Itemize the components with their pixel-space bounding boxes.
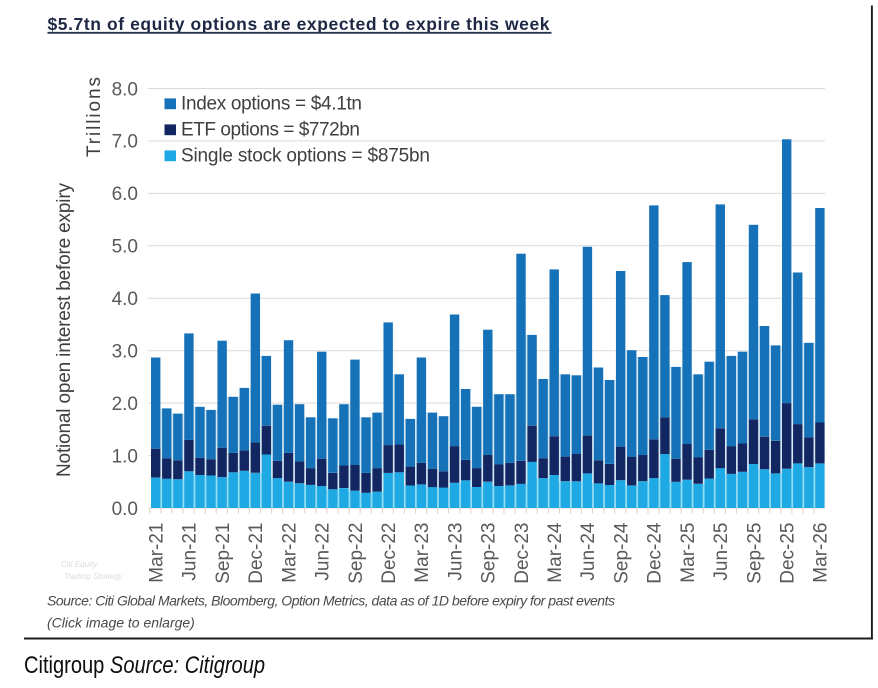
svg-text:Sep-25: Sep-25	[744, 523, 765, 584]
svg-text:Index options = $4.1tn: Index options = $4.1tn	[181, 93, 362, 114]
svg-text:Citi Equity: Citi Equity	[61, 560, 98, 569]
svg-text:Mar-24: Mar-24	[545, 522, 566, 583]
svg-text:Mar-23: Mar-23	[412, 523, 433, 583]
svg-text:Notional open interest before: Notional open interest before expiry	[54, 183, 75, 478]
svg-text:Mar-22: Mar-22	[279, 523, 300, 583]
svg-text:1.0: 1.0	[112, 446, 138, 467]
svg-text:3.0: 3.0	[112, 342, 138, 363]
svg-text:Jun-22: Jun-22	[313, 523, 334, 581]
svg-text:Sep-23: Sep-23	[479, 523, 500, 584]
svg-text:4.0: 4.0	[112, 289, 138, 310]
svg-text:Dec-21: Dec-21	[246, 523, 267, 584]
svg-text:$5.7tn of equity options are e: $5.7tn of equity options are expected to…	[48, 14, 550, 34]
svg-text:5.0: 5.0	[112, 237, 138, 258]
svg-text:Jun-21: Jun-21	[180, 523, 201, 581]
svg-text:Mar-26: Mar-26	[811, 523, 832, 583]
svg-text:ETF options = $772bn: ETF options = $772bn	[181, 119, 360, 140]
svg-text:Trillions: Trillions	[84, 77, 105, 157]
svg-text:Dec-22: Dec-22	[379, 523, 400, 584]
svg-text:7.0: 7.0	[112, 132, 138, 153]
svg-text:Jun-25: Jun-25	[711, 523, 732, 581]
svg-text:Dec-25: Dec-25	[778, 523, 799, 584]
svg-text:Citigroup Source: Citigroup: Citigroup Source: Citigroup	[24, 651, 265, 678]
svg-text:Jun-23: Jun-23	[445, 523, 466, 581]
svg-text:Source: Citi Global Markets, B: Source: Citi Global Markets, Bloomberg, …	[47, 593, 615, 609]
svg-text:Dec-23: Dec-23	[512, 523, 533, 584]
svg-text:0.0: 0.0	[112, 499, 138, 520]
svg-text:8.0: 8.0	[112, 79, 138, 100]
svg-text:Jun-24: Jun-24	[578, 522, 599, 581]
svg-text:Sep-21: Sep-21	[213, 523, 234, 584]
svg-text:6.0: 6.0	[112, 184, 138, 205]
svg-text:(Click image to enlarge): (Click image to enlarge)	[47, 615, 195, 631]
svg-text:Mar-21: Mar-21	[147, 523, 168, 583]
svg-text:Dec-24: Dec-24	[645, 522, 666, 584]
svg-text:Single stock options = $875bn: Single stock options = $875bn	[181, 145, 430, 166]
svg-text:Sep-22: Sep-22	[346, 523, 367, 584]
svg-text:2.0: 2.0	[112, 394, 138, 415]
svg-text:Trading Strategy: Trading Strategy	[64, 572, 124, 581]
svg-text:Sep-24: Sep-24	[611, 522, 632, 584]
svg-text:Mar-25: Mar-25	[678, 523, 699, 583]
